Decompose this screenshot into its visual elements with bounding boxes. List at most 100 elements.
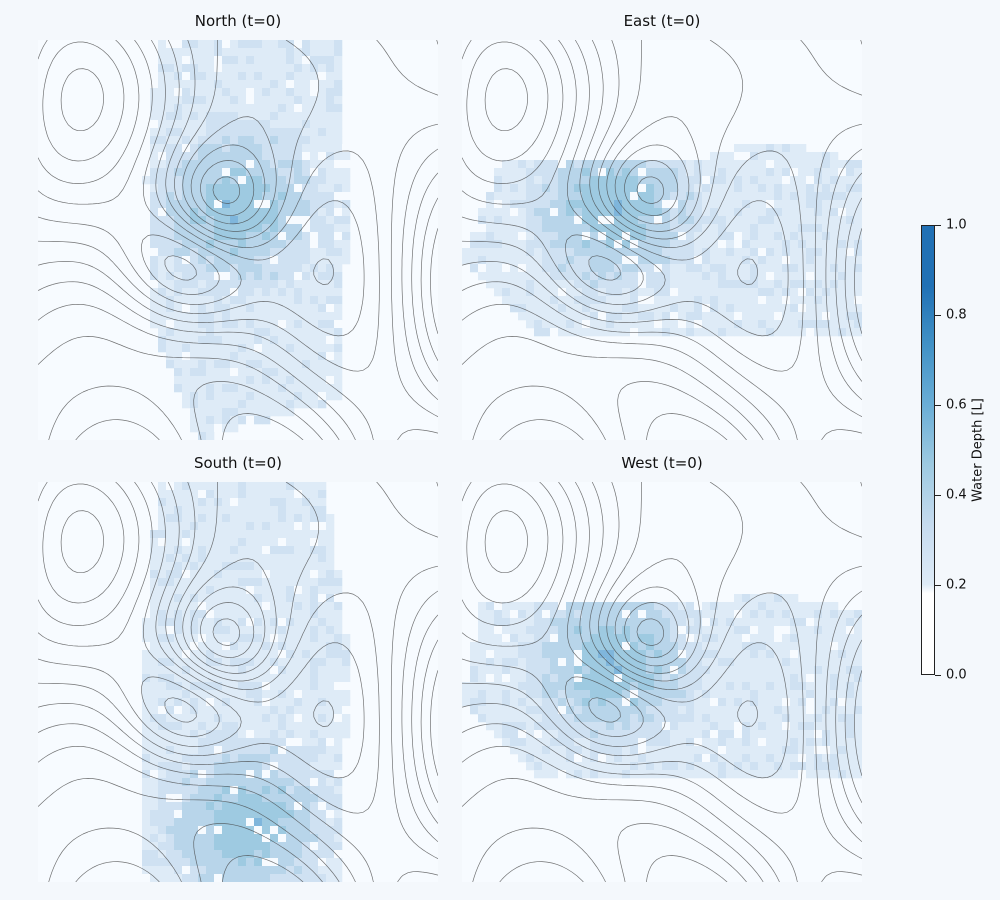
heatmap-cell — [310, 786, 319, 795]
heatmap-cell — [558, 674, 567, 683]
heatmap-cell — [286, 120, 295, 129]
heatmap-cell — [718, 714, 727, 723]
heatmap-cell — [270, 810, 279, 819]
heatmap-cell — [238, 562, 247, 571]
heatmap-cell — [302, 112, 311, 121]
heatmap-cell — [766, 328, 775, 337]
heatmap-cell — [838, 160, 847, 169]
heatmap-cell — [206, 368, 215, 377]
heatmap-cell — [726, 762, 735, 771]
heatmap-cell — [222, 778, 231, 787]
heatmap-cell — [654, 618, 663, 627]
heatmap-cell — [182, 762, 191, 771]
heatmap-cell — [206, 136, 215, 145]
heatmap-cell — [166, 514, 175, 523]
heatmap-cell — [278, 514, 287, 523]
heatmap-cell — [326, 96, 335, 105]
heatmap-cell — [502, 280, 511, 289]
heatmap-cell — [694, 714, 703, 723]
heatmap-cell — [830, 618, 839, 627]
heatmap-cell — [182, 376, 191, 385]
heatmap-cell — [254, 240, 263, 249]
heatmap-cell — [670, 690, 679, 699]
heatmap-cell — [798, 296, 807, 305]
heatmap-cell — [462, 248, 471, 257]
heatmap-cell — [734, 256, 743, 265]
heatmap-cell — [182, 48, 191, 57]
heatmap-cell — [262, 416, 271, 425]
heatmap-cell — [662, 232, 671, 241]
heatmap-cell — [222, 810, 231, 819]
heatmap-cell — [262, 360, 271, 369]
heatmap-cell — [174, 232, 183, 241]
heatmap-cell — [230, 280, 239, 289]
heatmap-cell — [622, 264, 631, 273]
heatmap-cell — [246, 730, 255, 739]
heatmap-cell — [726, 602, 735, 611]
heatmap-cell — [838, 216, 847, 225]
heatmap-cell — [758, 618, 767, 627]
heatmap-cell — [326, 360, 335, 369]
heatmap-cell — [542, 746, 551, 755]
heatmap-cell — [286, 538, 295, 547]
heatmap-cell — [150, 530, 159, 539]
heatmap-cell — [174, 192, 183, 201]
heatmap-cell — [478, 224, 487, 233]
heatmap-cell — [742, 602, 751, 611]
heatmap-cell — [662, 674, 671, 683]
heatmap-cell — [158, 248, 167, 257]
heatmap-cell — [646, 730, 655, 739]
heatmap-cell — [686, 224, 695, 233]
heatmap-cell — [254, 96, 263, 105]
heatmap-cell — [758, 216, 767, 225]
heatmap-cell — [582, 328, 591, 337]
heatmap-cell — [214, 610, 223, 619]
heatmap-cell — [526, 216, 535, 225]
heatmap-cell — [710, 280, 719, 289]
heatmap-cell — [278, 176, 287, 185]
heatmap-cell — [710, 698, 719, 707]
heatmap-cell — [302, 328, 311, 337]
heatmap-cell — [270, 618, 279, 627]
heatmap-cell — [654, 320, 663, 329]
heatmap-cell — [206, 432, 215, 440]
heatmap-cell — [694, 650, 703, 659]
heatmap-cell — [318, 272, 327, 281]
heatmap-cell — [566, 754, 575, 763]
heatmap-cell — [622, 626, 631, 635]
heatmap-cell — [150, 136, 159, 145]
heatmap-cell — [270, 802, 279, 811]
heatmap-cell — [222, 594, 231, 603]
heatmap-cell — [294, 514, 303, 523]
heatmap-cell — [806, 184, 815, 193]
heatmap-cell — [254, 530, 263, 539]
heatmap-cell — [246, 56, 255, 65]
heatmap-cell — [230, 40, 239, 49]
heatmap-cell — [278, 482, 287, 491]
heatmap-cell — [694, 602, 703, 611]
heatmap-cell — [646, 216, 655, 225]
heatmap-cell — [670, 762, 679, 771]
heatmap-cell — [534, 216, 543, 225]
heatmap-cell — [742, 224, 751, 233]
heatmap-cell — [230, 602, 239, 611]
heatmap-cell — [534, 184, 543, 193]
heatmap-cell — [198, 144, 207, 153]
heatmap-cell — [270, 200, 279, 209]
heatmap-cell — [158, 160, 167, 169]
heatmap-cell — [702, 160, 711, 169]
heatmap-cell — [670, 682, 679, 691]
heatmap-cell — [614, 738, 623, 747]
heatmap-cell — [270, 312, 279, 321]
heatmap-cell — [150, 280, 159, 289]
heatmap-cell — [678, 328, 687, 337]
heatmap-cell — [278, 352, 287, 361]
heatmap-cell — [830, 698, 839, 707]
heatmap-cell — [174, 738, 183, 747]
heatmap-cell — [198, 168, 207, 177]
heatmap-cell — [230, 482, 239, 491]
contour-line — [38, 40, 438, 440]
heatmap-cell — [694, 706, 703, 715]
heatmap-cell — [654, 224, 663, 233]
heatmap-cell — [262, 578, 271, 587]
